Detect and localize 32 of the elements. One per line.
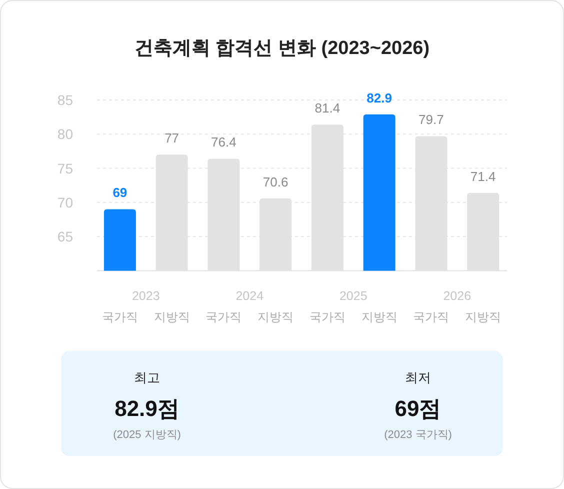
data-label: 69 [112,185,128,200]
data-label: 81.4 [314,100,340,116]
x-tick-label: 국가직 [206,310,242,324]
x-tick-label: 국가직 [309,310,346,324]
data-label: 76.4 [211,134,236,150]
x-tick-label: 지방직 [258,310,294,324]
x-tick-label: 지방직 [361,310,398,324]
text: 2026 [443,289,472,303]
text: 82.9점 [114,396,180,421]
chart-title: 건축계획 합격선 변화 (2023~2026) [134,38,430,59]
y-tick-label: 75 [57,160,74,176]
x-tick-label: 국가직 [102,310,138,324]
text: 최고 [134,370,160,385]
text: 2025 [339,289,368,303]
data-label: 70.6 [262,174,288,190]
x-tick-label: 지방직 [154,310,190,324]
x-tick-label: 국가직 [413,310,450,324]
data-label: 79.7 [418,112,444,128]
data-label: 77 [164,130,180,146]
text: 최저 [405,370,431,385]
x-tick-label: 지방직 [465,310,502,324]
data-label: 82.9 [366,90,392,106]
y-tick-label: 70 [57,194,74,210]
text: (2023 국가직) [384,429,452,441]
y-tick-label: 80 [57,126,74,142]
y-tick-label: 85 [57,92,74,108]
text: 2023 [132,289,160,303]
text: (2025 지방직) [113,429,181,441]
data-label: 71.4 [470,168,496,184]
y-tick-label: 65 [57,228,74,245]
text: 69점 [394,396,442,421]
text: 2024 [236,289,264,303]
